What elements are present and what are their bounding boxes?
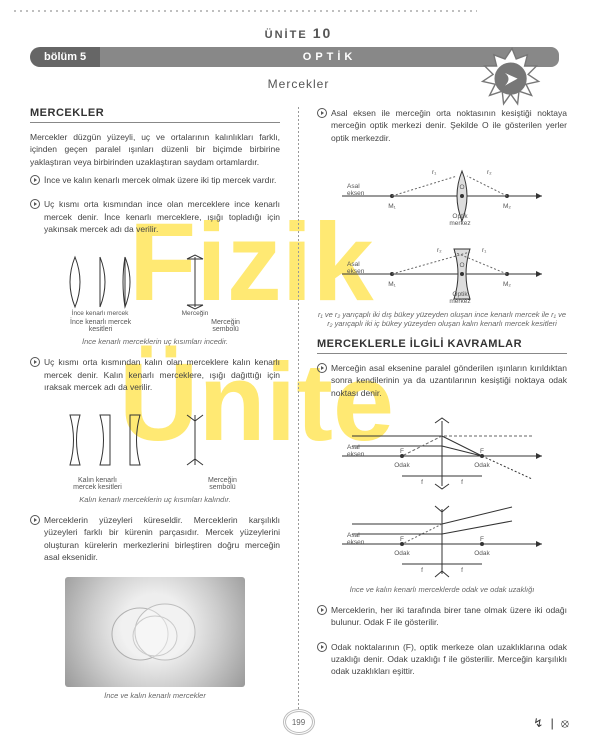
bullet-item: Uç kısmı orta kısmından kalın olan merce… (30, 356, 280, 399)
svg-text:eksen: eksen (347, 539, 365, 546)
caption-focal: İnce ve kalın kenarlı merceklerde odak v… (317, 585, 567, 594)
fig2-label-b: Merceğin sembolü (208, 477, 237, 491)
figure-thin-lenses: İnce kenarlı mercek Merceğin İnce kenarl… (30, 247, 280, 333)
column-right: Asal eksen ile merceğin orta noktasının … (317, 107, 567, 710)
column-separator (298, 107, 299, 710)
bullet-item: Merceklerin, her iki tarafında birer tan… (317, 604, 567, 635)
svg-text:F: F (400, 448, 404, 455)
bullet-item: Odak noktalarının (F), optik merkeze ola… (317, 641, 567, 684)
svg-text:eksen: eksen (347, 190, 365, 197)
svg-text:F: F (400, 536, 404, 543)
fig1-caption: İnce kenarlı merceklerin uç kısımları in… (30, 337, 280, 346)
arrow-circle-icon (317, 363, 327, 373)
svg-text:Odak: Odak (394, 462, 410, 469)
fig2-label-a: Kalın kenarlı mercek kesitleri (73, 477, 122, 491)
svg-text:Asal: Asal (347, 444, 360, 451)
svg-text:merkez: merkez (449, 298, 470, 304)
arrow-circle-icon (317, 605, 327, 615)
svg-text:M₁: M₁ (388, 281, 396, 288)
svg-text:r₂: r₂ (437, 247, 442, 254)
bullet-item: Asal eksen ile merceğin orta noktasının … (317, 107, 567, 150)
page-number: 199 (285, 711, 313, 733)
svg-text:M₁: M₁ (388, 203, 396, 210)
svg-text:Asal: Asal (347, 183, 360, 190)
fig2-caption: Kalın kenarlı merceklerin uç kısımları k… (30, 495, 280, 504)
svg-text:f: f (421, 479, 423, 486)
svg-text:f: f (461, 479, 463, 486)
arrow-circle-icon (30, 175, 40, 185)
figure-optical-center-convex: M₁ M₂ O r₁ r₂ Asal eksen Optik merkez (317, 156, 567, 228)
svg-text:Asal: Asal (347, 261, 360, 268)
photo-caption: İnce ve kalın kenarlı mercekler (30, 691, 280, 700)
section-chip: bölüm 5 (30, 47, 100, 67)
dotted-rule (12, 8, 477, 12)
heading-mercekler: MERCEKLER (30, 107, 280, 123)
svg-text:F: F (480, 448, 484, 455)
svg-text:Optik: Optik (452, 213, 468, 220)
bullet-item: Merceğin asal eksenine paralel gönderile… (317, 362, 567, 405)
arrow-circle-icon (30, 515, 40, 525)
svg-text:F: F (480, 536, 484, 543)
svg-text:Odak: Odak (474, 462, 490, 469)
svg-text:eksen: eksen (347, 451, 365, 458)
bullet-text: Uç kısmı orta kısmından kalın olan merce… (44, 356, 280, 393)
arrow-circle-icon (30, 199, 40, 209)
svg-text:eksen: eksen (347, 268, 365, 275)
svg-text:r₂: r₂ (487, 169, 492, 176)
intro-paragraph: Mercekler düzgün yüzeyli, uç ve ortaları… (30, 131, 280, 168)
unit-number: 10 (313, 25, 333, 41)
bullet-item: İnce ve kalın kenarlı mercek olmak üzere… (30, 174, 280, 192)
two-columns: MERCEKLER Mercekler düzgün yüzeyli, uç v… (30, 107, 567, 710)
figure-thick-lenses: Kalın kenarlı mercek kesitleri Merceğin … (30, 405, 280, 491)
svg-text:Odak: Odak (474, 550, 490, 557)
arrow-circle-icon (30, 357, 40, 367)
photo-lenses (65, 577, 245, 687)
figure-focal-concave: F F Odak Odak Asal eksen f f (317, 499, 567, 581)
svg-text:O: O (459, 262, 464, 269)
arrow-circle-icon (317, 108, 327, 118)
bullet-text: Uç kısmı orta kısmından ince olan mercek… (44, 198, 280, 235)
bullet-text: İnce ve kalın kenarlı mercek olmak üzere… (44, 174, 276, 186)
column-left: MERCEKLER Mercekler düzgün yüzeyli, uç v… (30, 107, 280, 710)
bullet-text: Merceklerin, her iki tarafında birer tan… (331, 604, 567, 629)
bullet-text: Merceklerin yüzeyleri küreseldir. Mercek… (44, 514, 280, 563)
unit-label: ÜNİTE 10 (30, 25, 567, 41)
svg-text:f: f (461, 567, 463, 574)
svg-text:Odak: Odak (394, 550, 410, 557)
fig1-label-a: İnce kenarlı mercek kesitleri (70, 319, 131, 333)
svg-text:r₁: r₁ (482, 247, 487, 254)
bullet-item: Uç kısmı orta kısmından ince olan mercek… (30, 198, 280, 241)
bullet-text: Asal eksen ile merceğin orta noktasının … (331, 107, 567, 144)
svg-text:Merceğin: Merceğin (182, 310, 209, 317)
svg-text:M₂: M₂ (503, 281, 511, 288)
figure-optical-center-concave: M₁ M₂ O r₂ r₁ Asal eksen Optik merkez (317, 234, 567, 306)
arrow-circle-icon (317, 642, 327, 652)
svg-text:r₁: r₁ (432, 169, 437, 176)
svg-text:f: f (421, 567, 423, 574)
svg-text:Optik: Optik (452, 291, 468, 298)
heading-kavramlar: MERCEKLERLE İLGİLİ KAVRAMLAR (317, 338, 567, 354)
figure-focal-convex: F F Odak Odak Asal eksen f f (317, 411, 567, 493)
bullet-text: Merceğin asal eksenine paralel gönderile… (331, 362, 567, 399)
fig1-label-b: Merceğin sembolü (211, 319, 240, 333)
bullet-item: Merceklerin yüzeyleri küreseldir. Mercek… (30, 514, 280, 569)
bullet-text: Odak noktalarının (F), optik merkeze ola… (331, 641, 567, 678)
page: Fizik Ünite ÜNİTE 10 bölüm 5 OPTİK Merce… (0, 0, 597, 741)
svg-text:O: O (459, 184, 464, 191)
svg-text:İnce kenarlı mercek: İnce kenarlı mercek (72, 308, 129, 317)
svg-text:merkez: merkez (449, 220, 470, 226)
unit-word: ÜNİTE (265, 29, 308, 41)
svg-text:M₂: M₂ (503, 203, 511, 210)
footer-logos: ↯ | ⦻ (533, 716, 571, 731)
diag1-note: r₁ ve r₂ yarıçaplı iki dış bükey yüzeyde… (317, 310, 567, 328)
star-badge-icon (477, 45, 547, 115)
svg-text:Asal: Asal (347, 532, 360, 539)
